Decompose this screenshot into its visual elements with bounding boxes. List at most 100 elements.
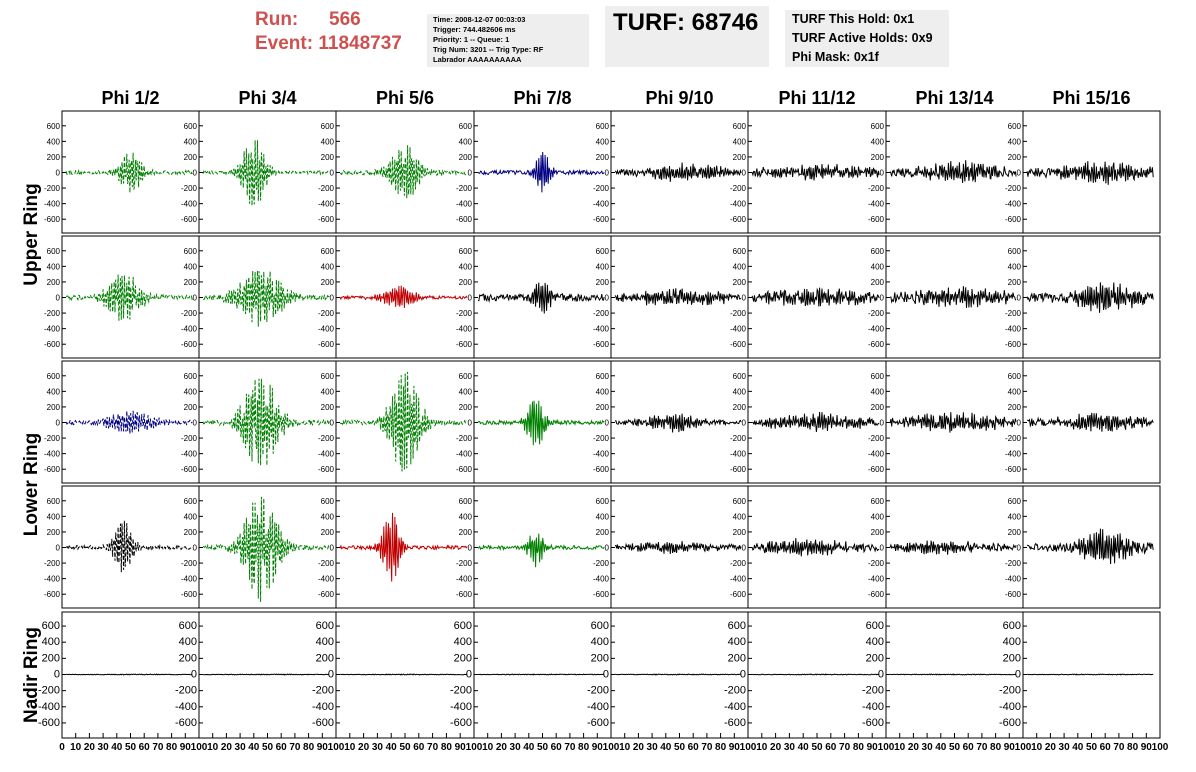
- y-tick-label: -200: [724, 685, 746, 697]
- y-tick-label: 600: [596, 247, 610, 256]
- y-tick-label: 600: [47, 372, 61, 381]
- y-tick-label: 200: [1008, 528, 1022, 537]
- x-tick-label: 90: [455, 742, 467, 753]
- y-tick-label: 400: [47, 512, 61, 521]
- y-tick-label: 600: [733, 372, 747, 381]
- y-tick-label: 400: [871, 387, 885, 396]
- y-tick-label: -200: [730, 309, 747, 318]
- x-tick-label: 0: [59, 742, 65, 753]
- y-tick-label: -200: [456, 309, 473, 318]
- y-tick-label: 0: [466, 669, 472, 681]
- x-tick-label: 60: [413, 742, 425, 753]
- info-trig-num: Trig Num: 3201 -- Trig Type: RF: [433, 45, 544, 54]
- y-tick-label: 600: [871, 122, 885, 131]
- y-tick-label: 400: [1008, 137, 1022, 146]
- x-tick-label: 60: [139, 742, 151, 753]
- x-tick-label: 70: [564, 742, 576, 753]
- y-tick-label: 600: [596, 122, 610, 131]
- x-tick-label: 40: [798, 742, 810, 753]
- y-tick-label: 200: [871, 528, 885, 537]
- y-tick-label: -600: [730, 215, 747, 224]
- y-tick-label: 200: [321, 528, 335, 537]
- y-tick-label: 0: [742, 294, 747, 303]
- y-tick-label: 600: [321, 372, 335, 381]
- y-tick-label: 0: [880, 169, 885, 178]
- x-tick-label: 20: [633, 742, 645, 753]
- y-tick-label: 600: [596, 497, 610, 506]
- y-tick-label: -600: [456, 215, 473, 224]
- x-tick-label: 20: [1045, 742, 1057, 753]
- y-tick-label: 200: [459, 278, 473, 287]
- y-tick-label: 600: [871, 247, 885, 256]
- y-tick-label: 600: [321, 247, 335, 256]
- y-tick-label: -200: [999, 685, 1021, 697]
- row-label: Nadir Ring: [21, 627, 42, 723]
- x-tick-label: 40: [660, 742, 672, 753]
- y-tick-label: -400: [1005, 450, 1022, 459]
- x-tick-label: 80: [303, 742, 315, 753]
- y-tick-label: 400: [596, 512, 610, 521]
- y-tick-label: -200: [318, 184, 335, 193]
- y-tick-label: 0: [742, 419, 747, 428]
- waveform-trace: [202, 496, 330, 603]
- y-tick-label: -400: [450, 701, 472, 713]
- y-tick-label: 600: [1003, 620, 1021, 632]
- y-tick-label: 600: [316, 620, 334, 632]
- y-tick-label: 0: [605, 544, 610, 553]
- y-tick-label: 600: [47, 497, 61, 506]
- x-tick-label: 80: [853, 742, 865, 753]
- y-tick-label: -400: [868, 200, 885, 209]
- event-info-box: Time: 2008-12-07 00:03:03 Trigger: 744.4…: [427, 14, 589, 67]
- y-tick-label: -200: [730, 559, 747, 568]
- y-tick-label: -400: [730, 575, 747, 584]
- x-tick-label: 30: [372, 742, 384, 753]
- y-tick-label: 400: [733, 387, 747, 396]
- y-tick-label: 400: [733, 137, 747, 146]
- waveform-trace: [477, 673, 605, 676]
- y-tick-label: 600: [184, 497, 198, 506]
- x-tick-label: 70: [839, 742, 851, 753]
- run-event-block: Run: 566 Event: 11848737: [255, 8, 425, 63]
- x-tick-label: 10: [756, 742, 768, 753]
- x-tick-label: 30: [922, 742, 934, 753]
- y-tick-label: 0: [193, 544, 198, 553]
- x-tick-label: 60: [825, 742, 837, 753]
- x-tick-label: 90: [867, 742, 879, 753]
- waveform-trace: [202, 378, 330, 466]
- waveform-trace: [66, 673, 193, 676]
- y-tick-label: 0: [193, 169, 198, 178]
- y-tick-label: -200: [318, 309, 335, 318]
- turf-box: TURF: 68746: [605, 6, 769, 67]
- column-title: Phi 13/14: [915, 88, 993, 108]
- y-tick-label: 0: [468, 169, 473, 178]
- y-tick-label: -400: [593, 575, 610, 584]
- y-tick-label: 400: [321, 262, 335, 271]
- x-tick-label: 10: [70, 742, 82, 753]
- y-tick-label: 400: [321, 387, 335, 396]
- y-tick-label: -200: [868, 434, 885, 443]
- y-tick-label: 200: [454, 652, 472, 664]
- x-tick-label: 10: [482, 742, 494, 753]
- y-tick-label: 400: [596, 262, 610, 271]
- y-tick-label: 0: [56, 169, 61, 178]
- info-time: Time: 2008-12-07 00:03:03: [433, 15, 526, 24]
- x-tick-label: 80: [715, 742, 727, 753]
- waveform-trace: [339, 512, 468, 582]
- waveform-trace: [65, 410, 193, 434]
- y-tick-label: -400: [318, 325, 335, 334]
- y-tick-label: -600: [868, 465, 885, 474]
- y-tick-label: -400: [730, 200, 747, 209]
- y-tick-label: -200: [44, 434, 61, 443]
- y-tick-label: -400: [181, 200, 198, 209]
- y-tick-label: -600: [181, 215, 198, 224]
- x-tick-label: 70: [152, 742, 164, 753]
- y-tick-label: -200: [593, 309, 610, 318]
- x-tick-label: 50: [674, 742, 686, 753]
- y-tick-label: -200: [44, 184, 61, 193]
- y-tick-label: 600: [733, 247, 747, 256]
- x-tick-label: 80: [166, 742, 178, 753]
- y-tick-label: -600: [44, 340, 61, 349]
- y-tick-label: 400: [47, 262, 61, 271]
- y-tick-label: -200: [868, 184, 885, 193]
- y-tick-label: -600: [175, 717, 197, 729]
